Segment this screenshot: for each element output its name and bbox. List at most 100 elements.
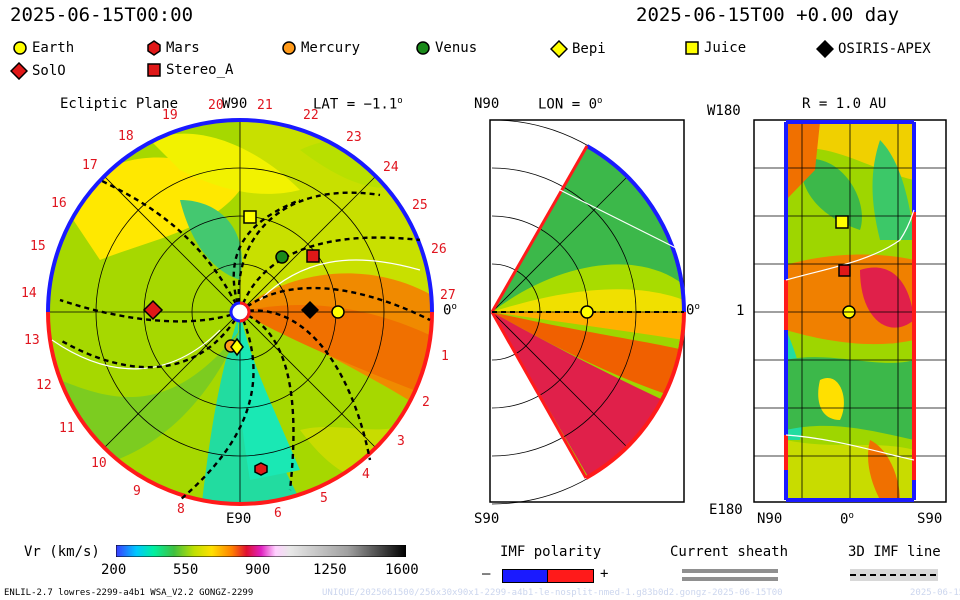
map-mid-left-label: 1: [736, 303, 745, 319]
legend-mercury: Mercury: [281, 40, 360, 56]
legend-juice: Juice: [684, 40, 746, 56]
sector-number: 21: [257, 98, 273, 113]
solo-marker-icon: [10, 62, 28, 80]
mercury-marker-icon: [282, 41, 296, 55]
imf-polarity-title: IMF polarity: [500, 544, 602, 560]
legend-stereo-a: Stereo_A: [146, 62, 233, 78]
legend-osiris-apex-label: OSIRIS-APEX: [838, 41, 931, 57]
sector-number: 25: [412, 198, 428, 213]
juice-marker-map: [835, 215, 849, 229]
legend-mars: Mars: [146, 40, 200, 56]
sector-number: 4: [362, 467, 370, 482]
legend-mercury-label: Mercury: [301, 40, 361, 56]
sector-number: 18: [118, 129, 134, 144]
ecliptic-bottom-label: E90: [226, 511, 252, 527]
sector-number: 27: [440, 288, 456, 303]
legend-osiris-apex: OSIRIS-APEX: [816, 40, 931, 58]
juice-marker: [243, 210, 257, 224]
sector-number: 12: [36, 378, 52, 393]
sector-number: 8: [177, 502, 185, 517]
sector-number: 2: [422, 395, 430, 410]
sector-number: 20: [208, 98, 224, 113]
sector-number: 17: [82, 158, 98, 173]
current-sheath-swatch: [682, 569, 778, 581]
imf-line-swatch: [850, 569, 938, 581]
sector-number: 9: [133, 484, 141, 499]
meridional-right-label: 0o: [686, 302, 700, 319]
sector-number: 1: [441, 349, 449, 364]
sector-number: 23: [346, 130, 362, 145]
colorbar: [116, 545, 406, 557]
sector-number: 10: [91, 456, 107, 471]
colorbar-label: Vr (km/s): [24, 544, 100, 560]
legend-earth-label: Earth: [32, 40, 75, 56]
map-top-left-label: W180: [707, 103, 741, 119]
venus-marker-icon: [416, 41, 430, 55]
imf-line-title: 3D IMF line: [848, 544, 941, 560]
osiris-apex-marker: [301, 301, 319, 319]
ecliptic-top-label: W90: [222, 96, 248, 112]
sector-number: 3: [397, 434, 405, 449]
legend-mars-label: Mars: [166, 40, 200, 56]
map-x-label-n90: N90: [757, 511, 783, 527]
venus-marker: [275, 250, 289, 264]
colorbar-tick: 200: [101, 562, 127, 578]
juice-marker-icon: [685, 41, 699, 55]
mars-marker: [254, 462, 268, 476]
mars-marker-icon: [147, 40, 161, 56]
current-sheath-title: Current sheath: [670, 544, 789, 560]
map-x-label-s90: S90: [917, 511, 943, 527]
map-r-label: R = 1.0 AU: [802, 96, 887, 112]
footer-left: ENLIL-2.7 lowres-2299-a4b1 WSA_V2.2 GONG…: [4, 588, 254, 598]
imf-polarity-minus: –: [482, 566, 491, 582]
sector-number: 14: [21, 286, 37, 301]
footer-right: 2025-06-15: [910, 588, 960, 598]
ecliptic-lat-label: LAT = −1.1o: [313, 96, 403, 113]
sector-number: 16: [51, 196, 67, 211]
colorbar-tick: 550: [173, 562, 199, 578]
legend-venus: Venus: [415, 40, 477, 56]
legend-solo: SolO: [10, 62, 66, 80]
meridional-top-label: N90: [474, 96, 500, 112]
map-x-label-0: 0o: [840, 511, 854, 528]
sector-number: 24: [383, 160, 399, 175]
stereo-a-marker-icon: [147, 63, 161, 77]
sector-number: 19: [162, 108, 178, 123]
ecliptic-right-label: 0o: [443, 302, 457, 319]
imf-polarity-plus: +: [600, 566, 609, 582]
sector-number: 5: [320, 491, 328, 506]
meridional-lon-label: LON = 0o: [538, 96, 603, 113]
ecliptic-title: Ecliptic Plane: [60, 96, 179, 112]
legend-solo-label: SolO: [32, 63, 66, 79]
legend-venus-label: Venus: [435, 40, 478, 56]
legend-stereo-a-label: Stereo_A: [166, 62, 234, 78]
imf-polarity-swatch-negative: [502, 569, 549, 583]
legend-earth: Earth: [12, 40, 74, 56]
bepi-marker: [230, 337, 244, 357]
meridional-bottom-label: S90: [474, 511, 500, 527]
colorbar-tick: 1250: [313, 562, 347, 578]
timestamp-left: 2025-06-15T00:00: [10, 4, 194, 26]
sector-number: 11: [59, 421, 75, 436]
sector-number: 13: [24, 333, 40, 348]
earth-marker: [331, 305, 345, 319]
legend-bepi-label: Bepi: [572, 41, 606, 57]
stereo-a-marker: [306, 249, 320, 263]
earth-marker-icon: [13, 41, 27, 55]
earth-marker-meridional: [580, 305, 594, 319]
footer-center: UNIQUE/2025061500/256x30x90x1-2299-a4b1-…: [322, 588, 783, 598]
colorbar-tick: 900: [245, 562, 271, 578]
stereo-a-marker-map: [838, 264, 851, 277]
legend-bepi: Bepi: [550, 40, 606, 58]
sector-number: 15: [30, 239, 46, 254]
osiris-apex-marker-icon: [816, 40, 834, 58]
imf-polarity-swatch-positive: [547, 569, 594, 583]
map-bottom-left-label: E180: [709, 502, 743, 518]
legend-juice-label: Juice: [704, 40, 747, 56]
sector-number: 22: [303, 108, 319, 123]
sector-number: 6: [274, 506, 282, 521]
solo-marker: [142, 299, 164, 321]
